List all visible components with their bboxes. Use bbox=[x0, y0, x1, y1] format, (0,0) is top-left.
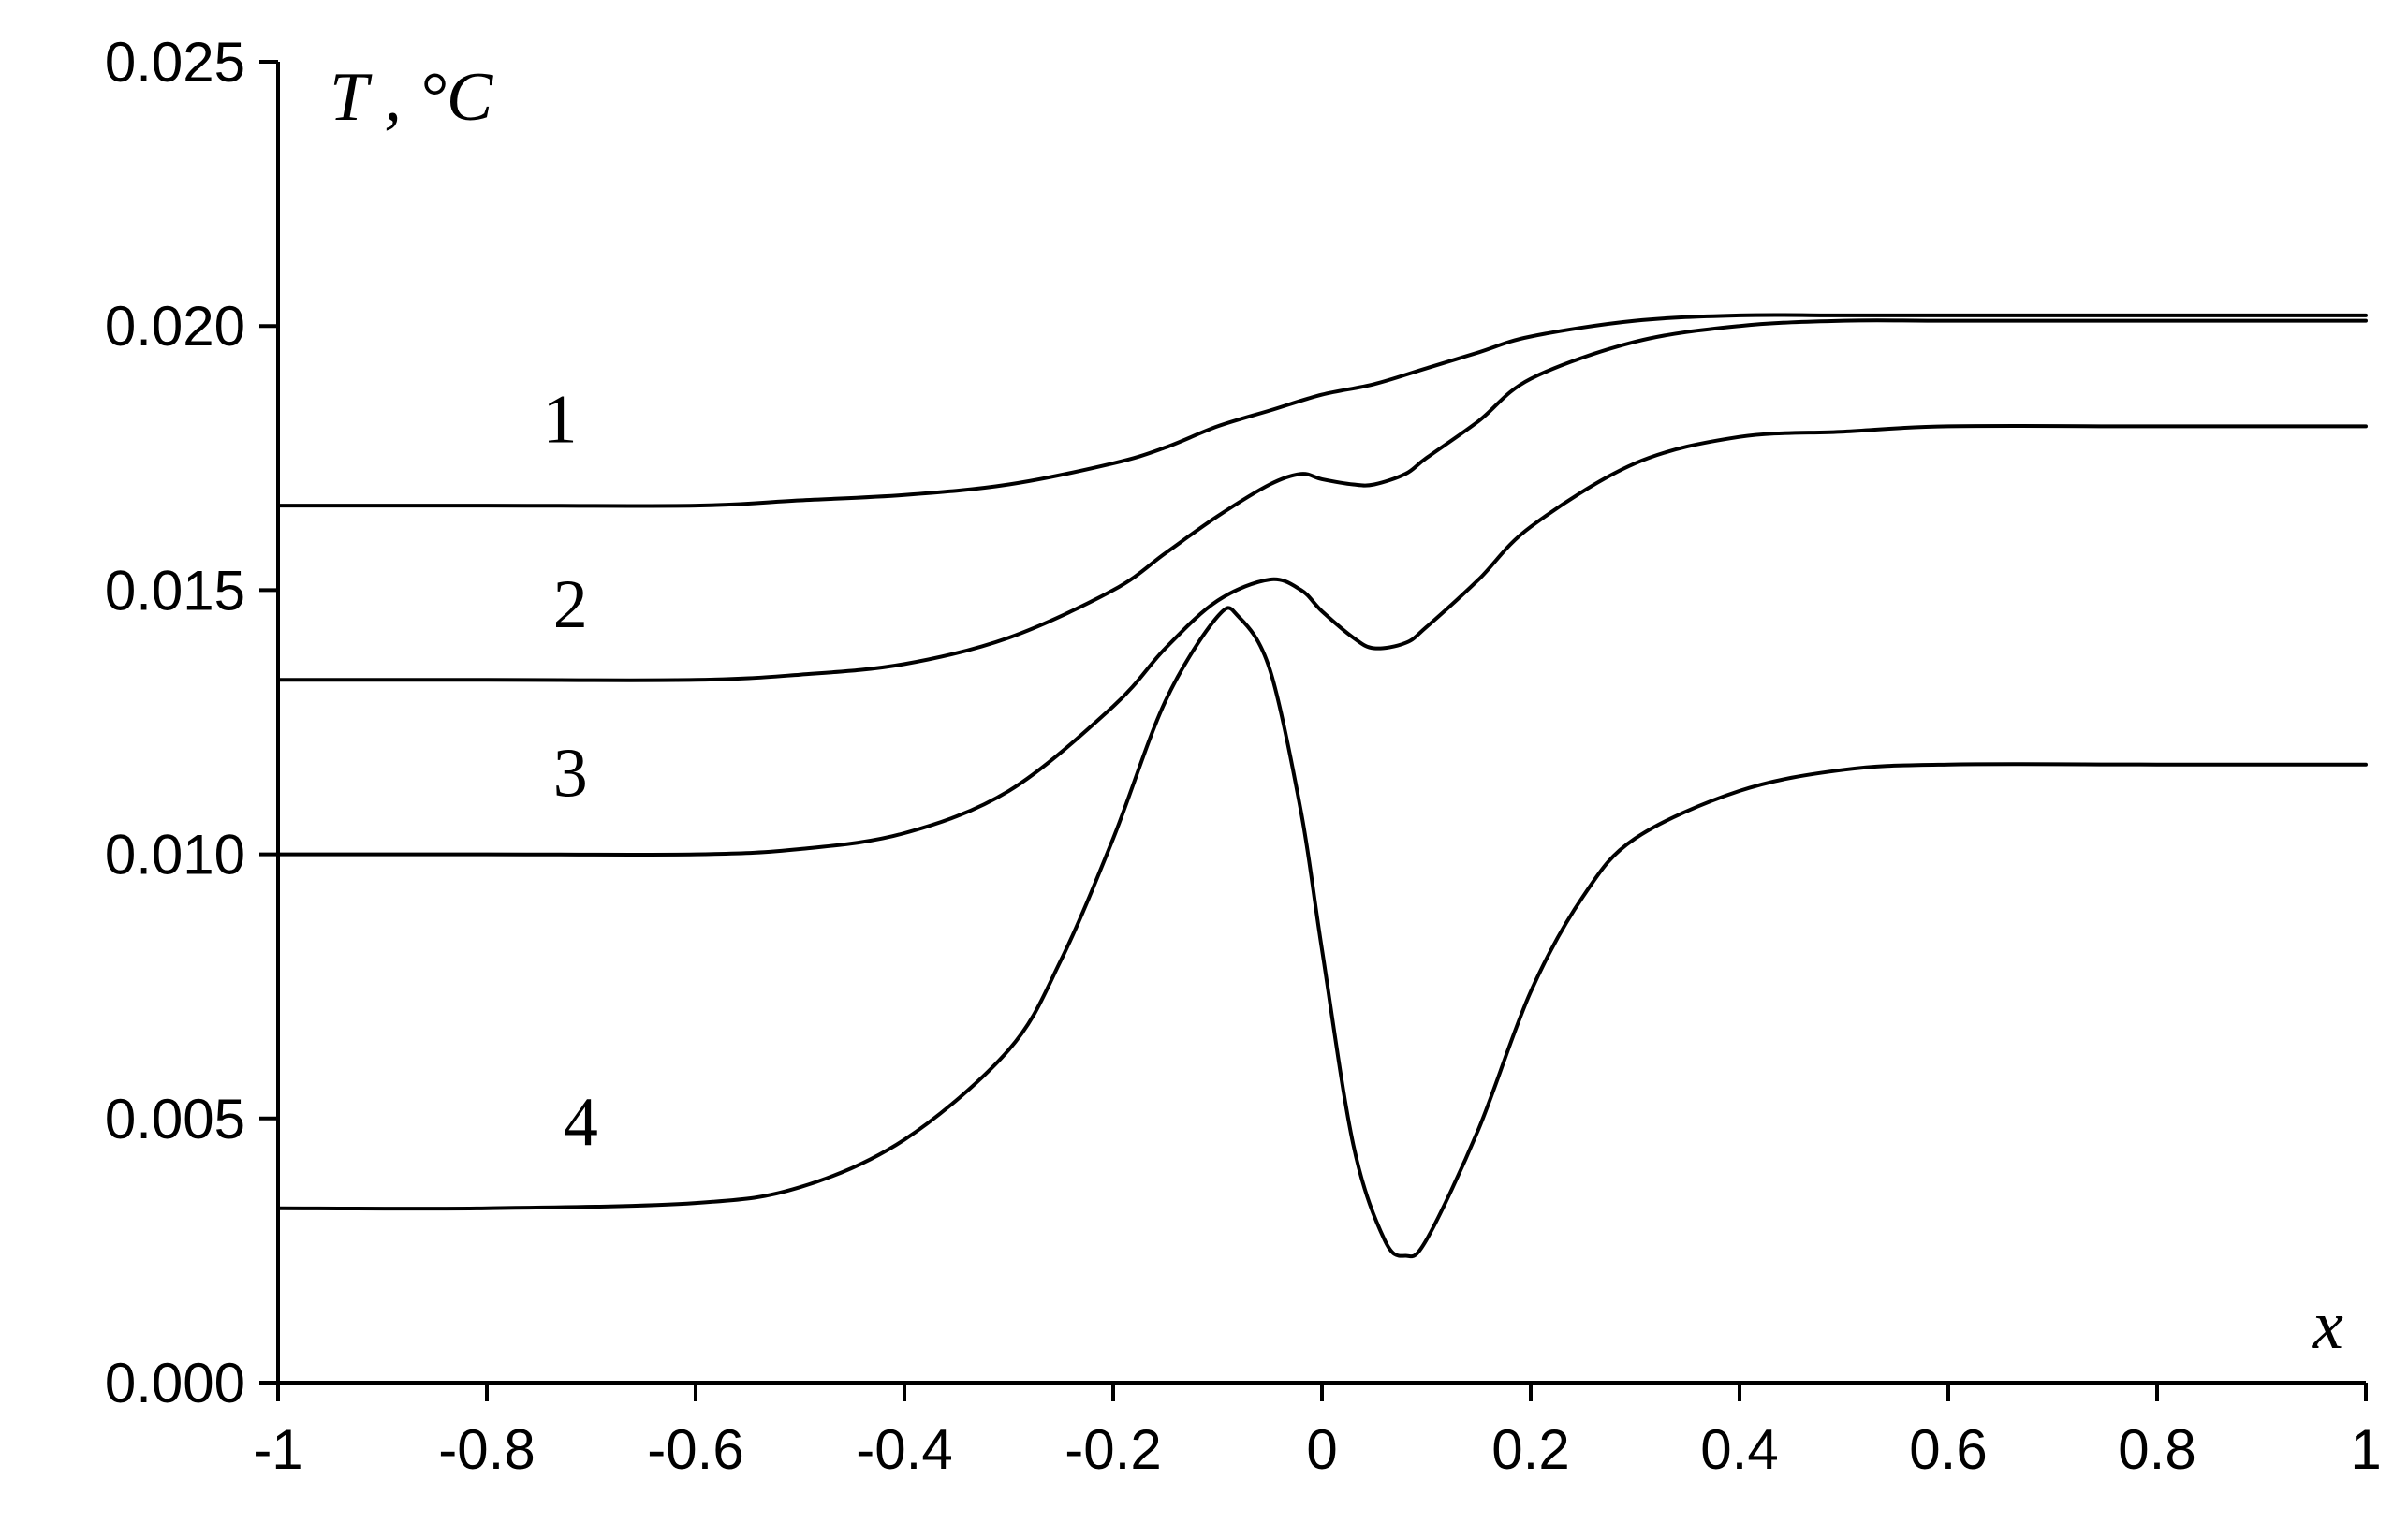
x-tick-label: -0.4 bbox=[856, 1418, 952, 1481]
x-tick-label: 0.8 bbox=[2118, 1418, 2195, 1481]
curve-label-1: 1 bbox=[543, 381, 578, 458]
series-line-3 bbox=[276, 424, 2368, 857]
series-line-4 bbox=[276, 606, 2368, 1259]
x-tick-label: -0.2 bbox=[1065, 1418, 1161, 1481]
x-tick-label: -0.6 bbox=[647, 1418, 743, 1481]
x-tick-label: -1 bbox=[253, 1418, 302, 1481]
x-tick-label: 0.6 bbox=[1909, 1418, 1987, 1481]
x-tick-label: 0.2 bbox=[1491, 1418, 1569, 1481]
ticks: -1 -0.8 -0.6 -0.4 -0.2 0 0.2 0.4 0.6 0.8 1 0.000 0.0… bbox=[105, 31, 2382, 1481]
x-tick-label: 0.4 bbox=[1700, 1418, 1778, 1481]
x-tick-label: -0.8 bbox=[438, 1418, 535, 1481]
y-tick-label: 0.000 bbox=[105, 1352, 245, 1414]
series-group bbox=[276, 313, 2368, 1259]
series-line-1 bbox=[276, 313, 2368, 508]
y-tick-label: 0.015 bbox=[105, 559, 245, 622]
x-tick-label: 1 bbox=[2350, 1418, 2381, 1481]
curve-labels: 1 2 3 4 bbox=[543, 381, 598, 1161]
y-tick-label: 0.005 bbox=[105, 1088, 245, 1150]
x-axis-title: x bbox=[2312, 1287, 2343, 1364]
y-tick-label: 0.025 bbox=[105, 31, 245, 94]
series-line-2 bbox=[276, 318, 2368, 682]
curve-label-4: 4 bbox=[564, 1084, 598, 1161]
x-tick-label: 0 bbox=[1306, 1418, 1337, 1481]
axes bbox=[276, 62, 2366, 1385]
curve-label-2: 2 bbox=[553, 566, 588, 643]
y-axis-title: T , °C bbox=[330, 59, 494, 136]
y-tick-label: 0.010 bbox=[105, 824, 245, 887]
y-tick-label: 0.020 bbox=[105, 295, 245, 358]
curve-label-3: 3 bbox=[553, 736, 588, 813]
